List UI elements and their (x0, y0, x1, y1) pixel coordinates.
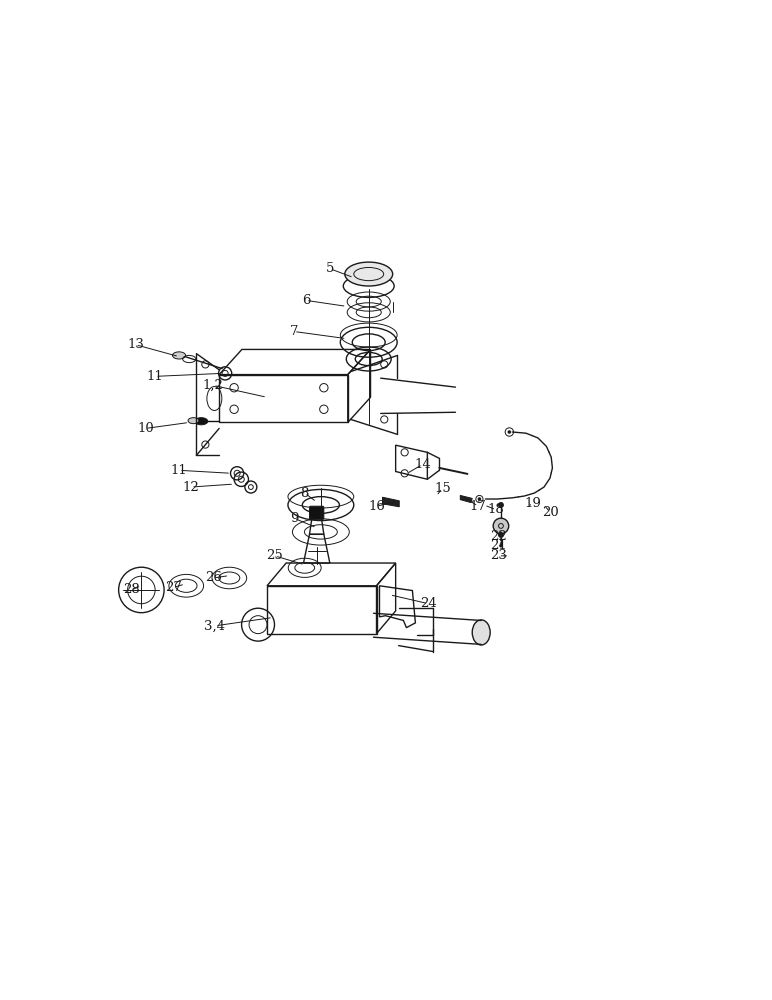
Text: 20: 20 (542, 506, 558, 519)
Text: 24: 24 (420, 597, 437, 610)
Text: 16: 16 (368, 500, 385, 513)
Text: 14: 14 (415, 458, 431, 471)
Polygon shape (460, 495, 472, 503)
Text: 12: 12 (183, 481, 199, 494)
Text: 21: 21 (490, 539, 507, 552)
Text: 9: 9 (290, 512, 298, 525)
Text: 22: 22 (490, 530, 507, 543)
Text: 11: 11 (147, 370, 164, 383)
Ellipse shape (345, 262, 393, 286)
Text: 25: 25 (266, 549, 283, 562)
Circle shape (498, 502, 504, 508)
Text: 1,2: 1,2 (203, 379, 224, 392)
Text: 26: 26 (205, 571, 222, 584)
Text: 23: 23 (490, 549, 507, 562)
Ellipse shape (172, 352, 185, 359)
Text: 3,4: 3,4 (205, 619, 225, 632)
Ellipse shape (472, 620, 490, 645)
Text: 6: 6 (302, 294, 310, 307)
Circle shape (498, 532, 504, 538)
Ellipse shape (195, 418, 208, 425)
FancyBboxPatch shape (310, 506, 324, 519)
Text: 5: 5 (326, 262, 334, 275)
Text: 8: 8 (300, 487, 309, 500)
Circle shape (493, 518, 509, 534)
Text: 11: 11 (171, 464, 188, 477)
Polygon shape (382, 497, 399, 507)
Text: 10: 10 (137, 422, 154, 435)
Ellipse shape (188, 418, 199, 424)
Text: 15: 15 (434, 482, 451, 495)
Text: 17: 17 (470, 500, 486, 513)
Text: 19: 19 (525, 497, 542, 510)
Text: 7: 7 (290, 325, 298, 338)
Text: 18: 18 (488, 503, 505, 516)
Text: 13: 13 (127, 338, 144, 351)
Text: 28: 28 (123, 583, 140, 596)
Circle shape (507, 430, 511, 434)
Circle shape (478, 497, 481, 501)
Circle shape (499, 544, 503, 547)
Text: 27: 27 (164, 581, 181, 594)
